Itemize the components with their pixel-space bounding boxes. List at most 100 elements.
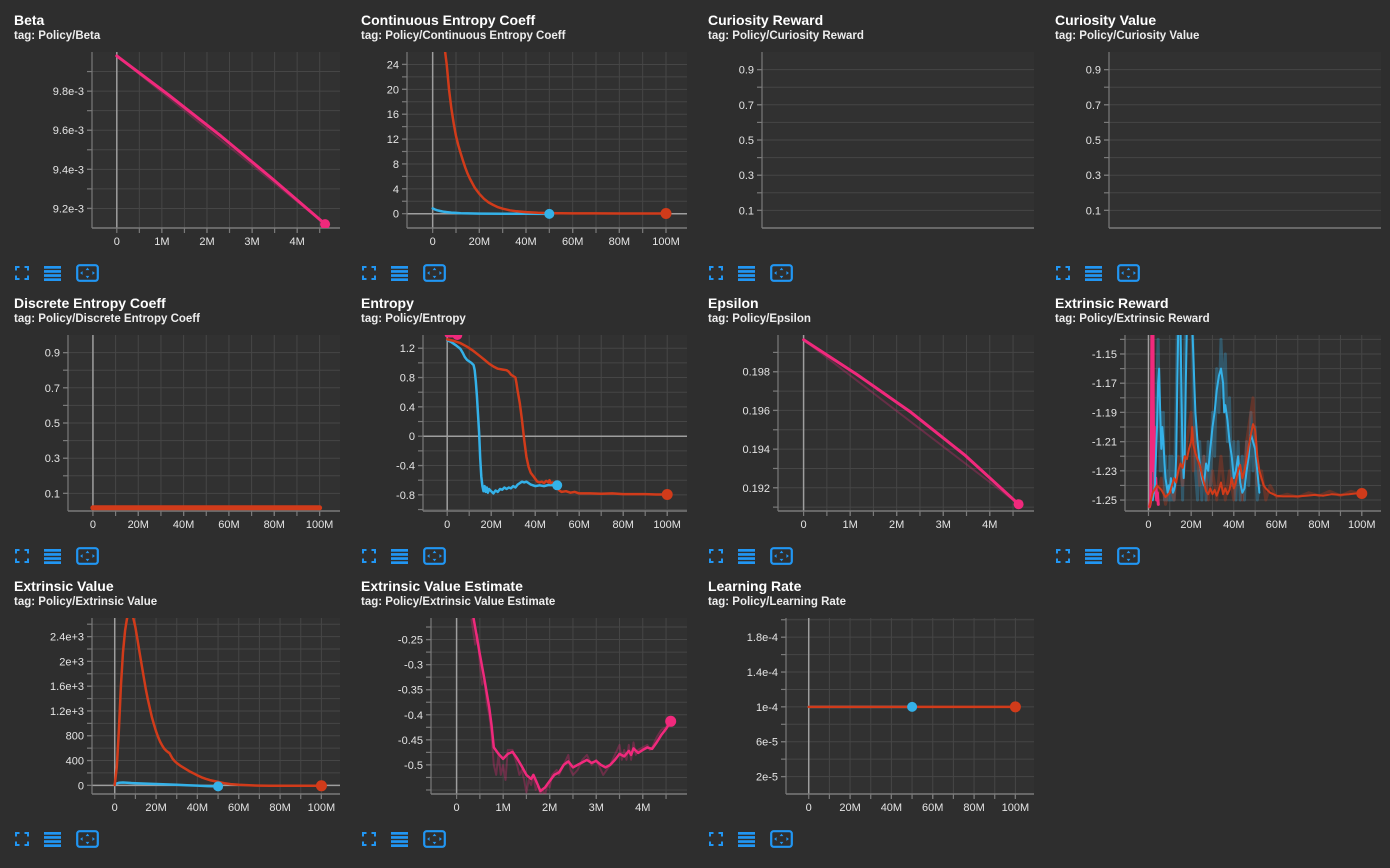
chart-card: Extrinsic Value tag: Policy/Extrinsic Va…: [0, 566, 347, 868]
svg-text:2.4e+3: 2.4e+3: [50, 632, 84, 644]
chart-title: Continuous Entropy Coeff: [361, 12, 536, 28]
line-chart-plot[interactable]: 0.1 0.3 0.5 0.7 0.9: [1055, 46, 1387, 258]
line-chart-plot[interactable]: -0.25 -0.3 -0.35 -0.4 -0.45 -0.5 0 1M 2M 3M 4M: [361, 612, 693, 824]
svg-text:0: 0: [801, 519, 807, 531]
fit-domain-button[interactable]: [422, 829, 447, 849]
line-chart-plot[interactable]: 1.8e-4 1.4e-4 1e-4 6e-5 2e-5 0 20M 40M 60M 80M 100…: [708, 612, 1040, 824]
line-chart-plot[interactable]: 0.1 0.3 0.5 0.7 0.9: [708, 46, 1040, 258]
svg-text:12: 12: [387, 134, 399, 146]
line-chart-plot[interactable]: 0 400 800 1.2e+3 1.6e+3 2e+3 2.4e+3 0 20M 40M 60M 8…: [14, 612, 346, 824]
svg-text:0.1: 0.1: [45, 488, 60, 500]
svg-text:20M: 20M: [1180, 519, 1201, 531]
chart-toolbar: [14, 261, 347, 285]
fit-domain-button[interactable]: [422, 546, 447, 566]
expand-chart-button[interactable]: [1055, 548, 1071, 564]
fit-domain-icon: [423, 547, 446, 565]
fit-domain-button[interactable]: [769, 829, 794, 849]
svg-text:4M: 4M: [290, 236, 305, 248]
svg-text:40M: 40M: [173, 519, 194, 531]
svg-text:100M: 100M: [652, 236, 680, 248]
fit-domain-button[interactable]: [75, 263, 100, 283]
line-chart-plot[interactable]: 9.8e-3 9.6e-3 9.4e-3 9.2e-3 0 1M 2M 3M 4M: [14, 46, 346, 258]
runs-menu-button[interactable]: [1084, 265, 1103, 282]
runs-menu-button[interactable]: [390, 265, 409, 282]
chart-toolbar: [361, 544, 694, 568]
svg-text:6e-5: 6e-5: [756, 737, 778, 749]
expand-chart-button[interactable]: [14, 548, 30, 564]
chart-tag: tag: Policy/Discrete Entropy Coeff: [14, 313, 200, 325]
svg-text:40M: 40M: [524, 519, 545, 531]
svg-text:-0.5: -0.5: [404, 760, 423, 772]
svg-text:0.7: 0.7: [1086, 100, 1101, 112]
fit-domain-button[interactable]: [1116, 546, 1141, 566]
expand-chart-button[interactable]: [708, 548, 724, 564]
runs-menu-button[interactable]: [1084, 548, 1103, 565]
fit-domain-button[interactable]: [1116, 263, 1141, 283]
runs-menu-button[interactable]: [43, 265, 62, 282]
svg-text:60M: 60M: [228, 802, 249, 814]
runs-menu-button[interactable]: [390, 548, 409, 565]
expand-chart-button[interactable]: [361, 548, 377, 564]
chart-title: Extrinsic Reward: [1055, 295, 1169, 311]
svg-text:-0.25: -0.25: [398, 635, 423, 647]
svg-text:0.4: 0.4: [400, 402, 415, 414]
chart-toolbar: [708, 827, 1041, 851]
svg-text:0: 0: [393, 209, 399, 221]
fit-domain-button[interactable]: [769, 263, 794, 283]
runs-list-icon: [738, 831, 755, 847]
svg-text:0.3: 0.3: [739, 170, 754, 182]
svg-text:0.198: 0.198: [742, 367, 770, 379]
svg-text:4M: 4M: [635, 802, 650, 814]
svg-text:0.9: 0.9: [739, 65, 754, 77]
line-chart-plot[interactable]: 1.2 0.8 0.4 0 -0.4 -0.8 0 20M 40M 60M 80M 100M: [361, 329, 693, 541]
runs-list-icon: [391, 265, 408, 281]
chart-tag: tag: Policy/Learning Rate: [708, 596, 847, 608]
runs-menu-button[interactable]: [43, 548, 62, 565]
runs-menu-button[interactable]: [737, 548, 756, 565]
svg-text:-1.25: -1.25: [1092, 495, 1117, 507]
svg-text:1M: 1M: [843, 519, 858, 531]
svg-text:1e-4: 1e-4: [756, 702, 778, 714]
svg-text:60M: 60M: [568, 519, 589, 531]
fit-domain-button[interactable]: [769, 546, 794, 566]
fit-domain-button[interactable]: [422, 263, 447, 283]
fullscreen-expand-icon: [709, 266, 723, 280]
chart-toolbar: [708, 544, 1041, 568]
svg-text:2e+3: 2e+3: [59, 656, 84, 668]
expand-chart-button[interactable]: [1055, 265, 1071, 281]
svg-text:800: 800: [66, 731, 84, 743]
line-chart-plot[interactable]: 0 4 8 12 16 20 24 0 20M 40M 60M 80M 100M: [361, 46, 693, 258]
runs-menu-button[interactable]: [43, 831, 62, 848]
svg-text:1.4e-4: 1.4e-4: [747, 667, 778, 679]
fit-domain-icon: [770, 830, 793, 848]
svg-text:0.1: 0.1: [1086, 205, 1101, 217]
fit-domain-button[interactable]: [75, 829, 100, 849]
expand-chart-button[interactable]: [708, 831, 724, 847]
line-chart-plot[interactable]: 0.198 0.196 0.194 0.192 0 1M 2M 3M 4M: [708, 329, 1040, 541]
chart-card: Extrinsic Reward tag: Policy/Extrinsic R…: [1041, 283, 1388, 566]
expand-chart-button[interactable]: [14, 831, 30, 847]
chart-card: Extrinsic Value Estimate tag: Policy/Ext…: [347, 566, 694, 868]
expand-chart-button[interactable]: [14, 265, 30, 281]
svg-text:2e-5: 2e-5: [756, 772, 778, 784]
fit-domain-button[interactable]: [75, 546, 100, 566]
fullscreen-expand-icon: [15, 549, 29, 563]
runs-list-icon: [738, 265, 755, 281]
svg-text:0.8: 0.8: [400, 373, 415, 385]
expand-chart-button[interactable]: [361, 265, 377, 281]
expand-chart-button[interactable]: [361, 831, 377, 847]
chart-tag: tag: Policy/Extrinsic Value: [14, 596, 158, 608]
runs-menu-button[interactable]: [390, 831, 409, 848]
expand-chart-button[interactable]: [708, 265, 724, 281]
runs-menu-button[interactable]: [737, 831, 756, 848]
line-chart-plot[interactable]: 0.1 0.3 0.5 0.7 0.9 0 20M 40M 60M 80M 100M: [14, 329, 346, 541]
svg-text:9.8e-3: 9.8e-3: [53, 86, 84, 98]
svg-text:0.7: 0.7: [45, 383, 60, 395]
svg-text:0.5: 0.5: [45, 418, 60, 430]
svg-text:1.2: 1.2: [400, 343, 415, 355]
svg-text:20M: 20M: [839, 802, 860, 814]
chart-toolbar: [708, 261, 1041, 285]
svg-text:20M: 20M: [145, 802, 166, 814]
line-chart-plot[interactable]: -1.15 -1.17 -1.19 -1.21 -1.23 -1.25 0 20M 40M 60M…: [1055, 329, 1387, 541]
runs-menu-button[interactable]: [737, 265, 756, 282]
